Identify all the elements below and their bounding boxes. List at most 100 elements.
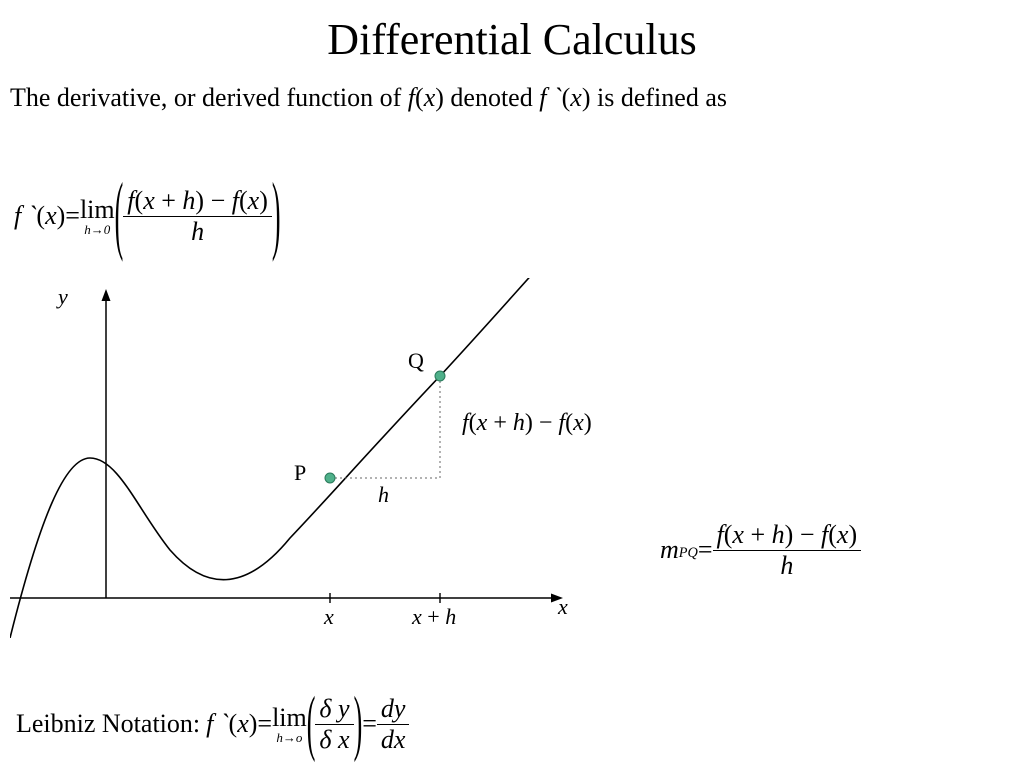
f1-num-x2: x (248, 186, 260, 215)
f1-limsub-0: 0 (104, 222, 111, 237)
f1-limsub-arrow: → (91, 222, 104, 237)
point-p (325, 473, 335, 483)
f1-lhs-open: ( (36, 201, 45, 231)
intro-close: ) (435, 83, 444, 112)
vl-op1: ( (469, 410, 477, 436)
intro-fx: f (408, 83, 415, 112)
lb-num2: dy (377, 694, 410, 724)
xh-h: h (445, 604, 456, 629)
f1-frac: f(x + h) − f(x) h (123, 186, 272, 247)
vl-plus: + (487, 410, 513, 436)
h-label: h (378, 482, 389, 508)
x-axis-label: x (558, 594, 568, 620)
x-tick-label: x (324, 604, 334, 630)
s-num-x2: x (837, 520, 849, 549)
slope-formula: mPQ = f(x + h) − f(x) h (660, 520, 861, 581)
f1-num-h: h (182, 186, 195, 215)
s-num-h: h (772, 520, 785, 549)
intro-mid: denoted (444, 83, 539, 112)
lb-lhs-close: ) (249, 709, 258, 739)
point-q (435, 371, 445, 381)
vl-cp1: ) (525, 410, 533, 436)
derivative-graph: y x P Q x x + h h f(x + h) − f(x) (10, 278, 610, 638)
f1-num-cp1: ) (195, 186, 204, 215)
f1-num-op2: ( (239, 186, 248, 215)
slope-frac: f(x + h) − f(x) h (713, 520, 862, 581)
intro-x2: x (570, 83, 582, 112)
lb-lparen: ( (307, 682, 316, 766)
slope-eq: = (698, 535, 713, 565)
derivative-definition-formula: f `(x) = lim h→0 ( f(x + h) − f(x) h ) (14, 186, 281, 247)
f1-limsub: h→0 (84, 223, 110, 236)
lb-rparen: ) (354, 682, 363, 766)
slope-num: f(x + h) − f(x) (713, 520, 862, 550)
lb-den: δ x (315, 724, 353, 755)
lb-lim: lim h→o (272, 705, 307, 744)
f1-lim: lim h→0 (80, 197, 115, 236)
vl-op2: ( (565, 410, 573, 436)
s-num-cp1: ) (785, 520, 794, 549)
f1-lparen: ( (115, 165, 124, 267)
f1-num-op1: ( (135, 186, 144, 215)
leibniz-label: Leibniz Notation: (16, 709, 200, 739)
lb-limsub-o: o (296, 730, 303, 745)
lb-eq: = (257, 709, 272, 739)
intro-text: The derivative, or derived function of f… (0, 65, 1024, 113)
vert-diff-label: f(x + h) − f(x) (462, 410, 592, 437)
s-num-op2: ( (828, 520, 837, 549)
graph-svg (10, 278, 610, 638)
f1-lim-text: lim (80, 197, 115, 223)
slope-den: h (713, 550, 862, 581)
slope-m: m (660, 535, 679, 565)
intro-close2: ) (582, 83, 591, 112)
lb-lhs-open: ( (229, 709, 238, 739)
f1-den: h (123, 216, 272, 247)
leibniz-notation: Leibniz Notation: f `(x) = lim h→o ( δ y… (16, 694, 409, 755)
lb-frac1: δ y δ x (315, 694, 353, 755)
label-p: P (294, 460, 306, 486)
intro-post: is defined as (591, 83, 727, 112)
f1-num-f1: f (127, 186, 134, 215)
intro-x: x (424, 83, 436, 112)
f1-eq: = (65, 201, 80, 231)
vl-x1: x (477, 410, 488, 436)
lb-eq2: = (362, 709, 377, 739)
lb-num: δ y (315, 694, 353, 724)
f1-rparen: ) (272, 165, 281, 267)
f1-num: f(x + h) − f(x) (123, 186, 272, 216)
lb-lim-text: lim (272, 705, 307, 731)
f1-lhs-x: x (45, 201, 57, 231)
s-num-cp2: ) (848, 520, 857, 549)
vl-f1: f (462, 410, 469, 436)
lb-lhs-x: x (237, 709, 249, 739)
xh-tick-label: x + h (412, 604, 456, 630)
lb-lhs-f: f ` (206, 709, 228, 739)
s-num-f1: f (717, 520, 724, 549)
intro-fprime: f ` (539, 83, 561, 112)
vl-cp2: ) (584, 410, 592, 436)
lb-limsub-arrow: → (283, 730, 296, 745)
lb-frac2: dy dx (377, 694, 410, 755)
lb-den2: dx (377, 724, 410, 755)
lb-limsub: h→o (276, 731, 302, 744)
intro-ofx: ( (415, 83, 424, 112)
y-axis-label: y (58, 284, 68, 310)
vl-minus: − (533, 410, 559, 436)
slope-sub: PQ (679, 545, 698, 562)
f1-num-cp2: ) (259, 186, 268, 215)
intro-pre: The derivative, or derived function of (10, 83, 408, 112)
f1-lhs-close: ) (57, 201, 66, 231)
f1-lhs-f: f ` (14, 201, 36, 231)
s-num-x1: x (732, 520, 744, 549)
xh-x: x (412, 604, 422, 629)
vl-h: h (513, 410, 525, 436)
f1-num-f2: f (232, 186, 239, 215)
f1-num-plus: + (155, 186, 183, 215)
curve (10, 278, 565, 638)
f1-num-minus: − (204, 186, 232, 215)
f1-num-x1: x (143, 186, 155, 215)
s-num-minus: − (793, 520, 821, 549)
page-title: Differential Calculus (0, 0, 1024, 65)
intro-ofx2: ( (562, 83, 571, 112)
vl-x2: x (573, 410, 584, 436)
